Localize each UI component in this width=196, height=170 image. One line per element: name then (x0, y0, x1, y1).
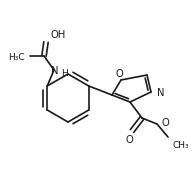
Text: N: N (51, 66, 59, 76)
Text: O: O (115, 69, 123, 79)
Text: OH: OH (51, 30, 66, 40)
Text: CH₃: CH₃ (173, 141, 190, 150)
Text: H: H (61, 70, 68, 79)
Text: O: O (162, 118, 170, 128)
Text: N: N (157, 88, 164, 98)
Text: O: O (125, 135, 133, 145)
Text: H₃C: H₃C (8, 53, 25, 62)
